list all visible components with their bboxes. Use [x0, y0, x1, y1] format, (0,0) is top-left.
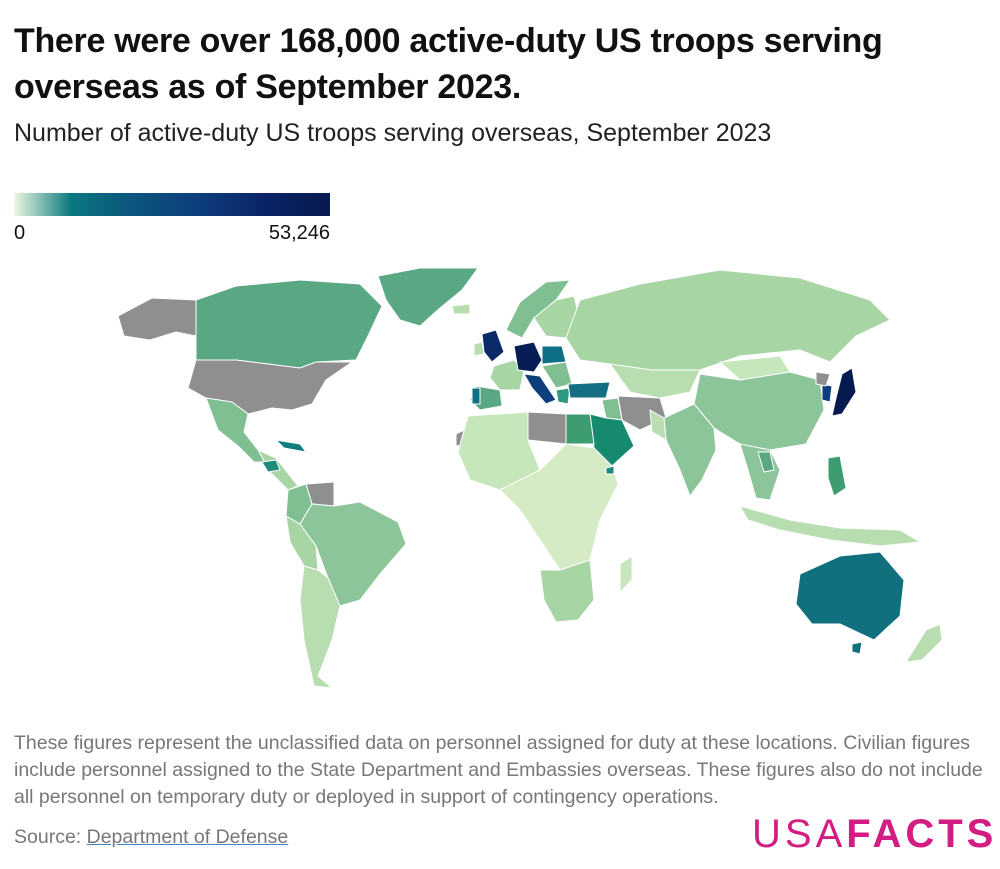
footnote: These figures represent the unclassified…	[14, 732, 983, 808]
country-ireland[interactable]	[473, 341, 485, 357]
country-alaska[interactable]	[117, 297, 197, 341]
country-cuba[interactable]	[275, 439, 307, 453]
country-greenland[interactable]	[377, 267, 479, 327]
country-djibouti[interactable]	[605, 465, 615, 475]
world-map	[117, 267, 943, 689]
country-iceland[interactable]	[451, 303, 471, 315]
country-united-kingdom[interactable]	[481, 329, 505, 363]
country-italy[interactable]	[523, 373, 557, 405]
country-central-africa[interactable]	[499, 443, 619, 571]
usafacts-logo[interactable]: USAFACTS	[752, 810, 997, 858]
country-japan[interactable]	[831, 367, 857, 417]
country-pakistan[interactable]	[649, 409, 667, 441]
country-south-africa[interactable]	[539, 559, 595, 623]
country-france[interactable]	[489, 359, 525, 391]
chart-title: There were over 168,000 active-duty US t…	[14, 22, 883, 106]
legend-max-label: 53,246	[268, 222, 330, 244]
country-thailand[interactable]	[757, 451, 775, 473]
logo-facts: FACTS	[846, 812, 998, 856]
country-indonesia[interactable]	[739, 505, 921, 547]
country-south-korea[interactable]	[821, 383, 833, 403]
country-iraq[interactable]	[601, 397, 623, 421]
country-norway[interactable]	[505, 279, 571, 339]
country-kazakhstan[interactable]	[609, 363, 701, 399]
country-portugal[interactable]	[471, 387, 481, 405]
country-argentina[interactable]	[299, 565, 341, 689]
country-poland[interactable]	[541, 345, 567, 365]
source-link[interactable]: Department of Defense	[86, 826, 289, 848]
color-legend: 0 53,246	[14, 193, 330, 246]
country-turkey[interactable]	[567, 381, 611, 399]
country-greece[interactable]	[555, 387, 571, 405]
legend-min-label: 0	[14, 222, 26, 244]
legend-gradient-bar	[14, 193, 330, 216]
country-russia[interactable]	[565, 269, 891, 371]
source-line: Source: Department of Defense	[14, 823, 288, 851]
country-egypt[interactable]	[565, 413, 595, 445]
country-philippines[interactable]	[827, 455, 847, 497]
country-new-zealand[interactable]	[905, 623, 943, 663]
chart-subtitle: Number of active-duty US troops serving …	[14, 119, 772, 147]
country-tasmania[interactable]	[851, 641, 863, 655]
country-north-korea[interactable]	[815, 371, 831, 387]
logo-usa: USA	[752, 812, 847, 856]
country-balkans[interactable]	[541, 361, 573, 389]
source-label: Source:	[14, 826, 82, 848]
country-germany[interactable]	[513, 341, 543, 373]
country-australia[interactable]	[795, 551, 905, 641]
country-india[interactable]	[663, 403, 717, 497]
country-canada[interactable]	[195, 279, 383, 369]
country-libya[interactable]	[527, 411, 567, 445]
country-madagascar[interactable]	[619, 555, 633, 593]
country-honduras[interactable]	[261, 459, 281, 473]
